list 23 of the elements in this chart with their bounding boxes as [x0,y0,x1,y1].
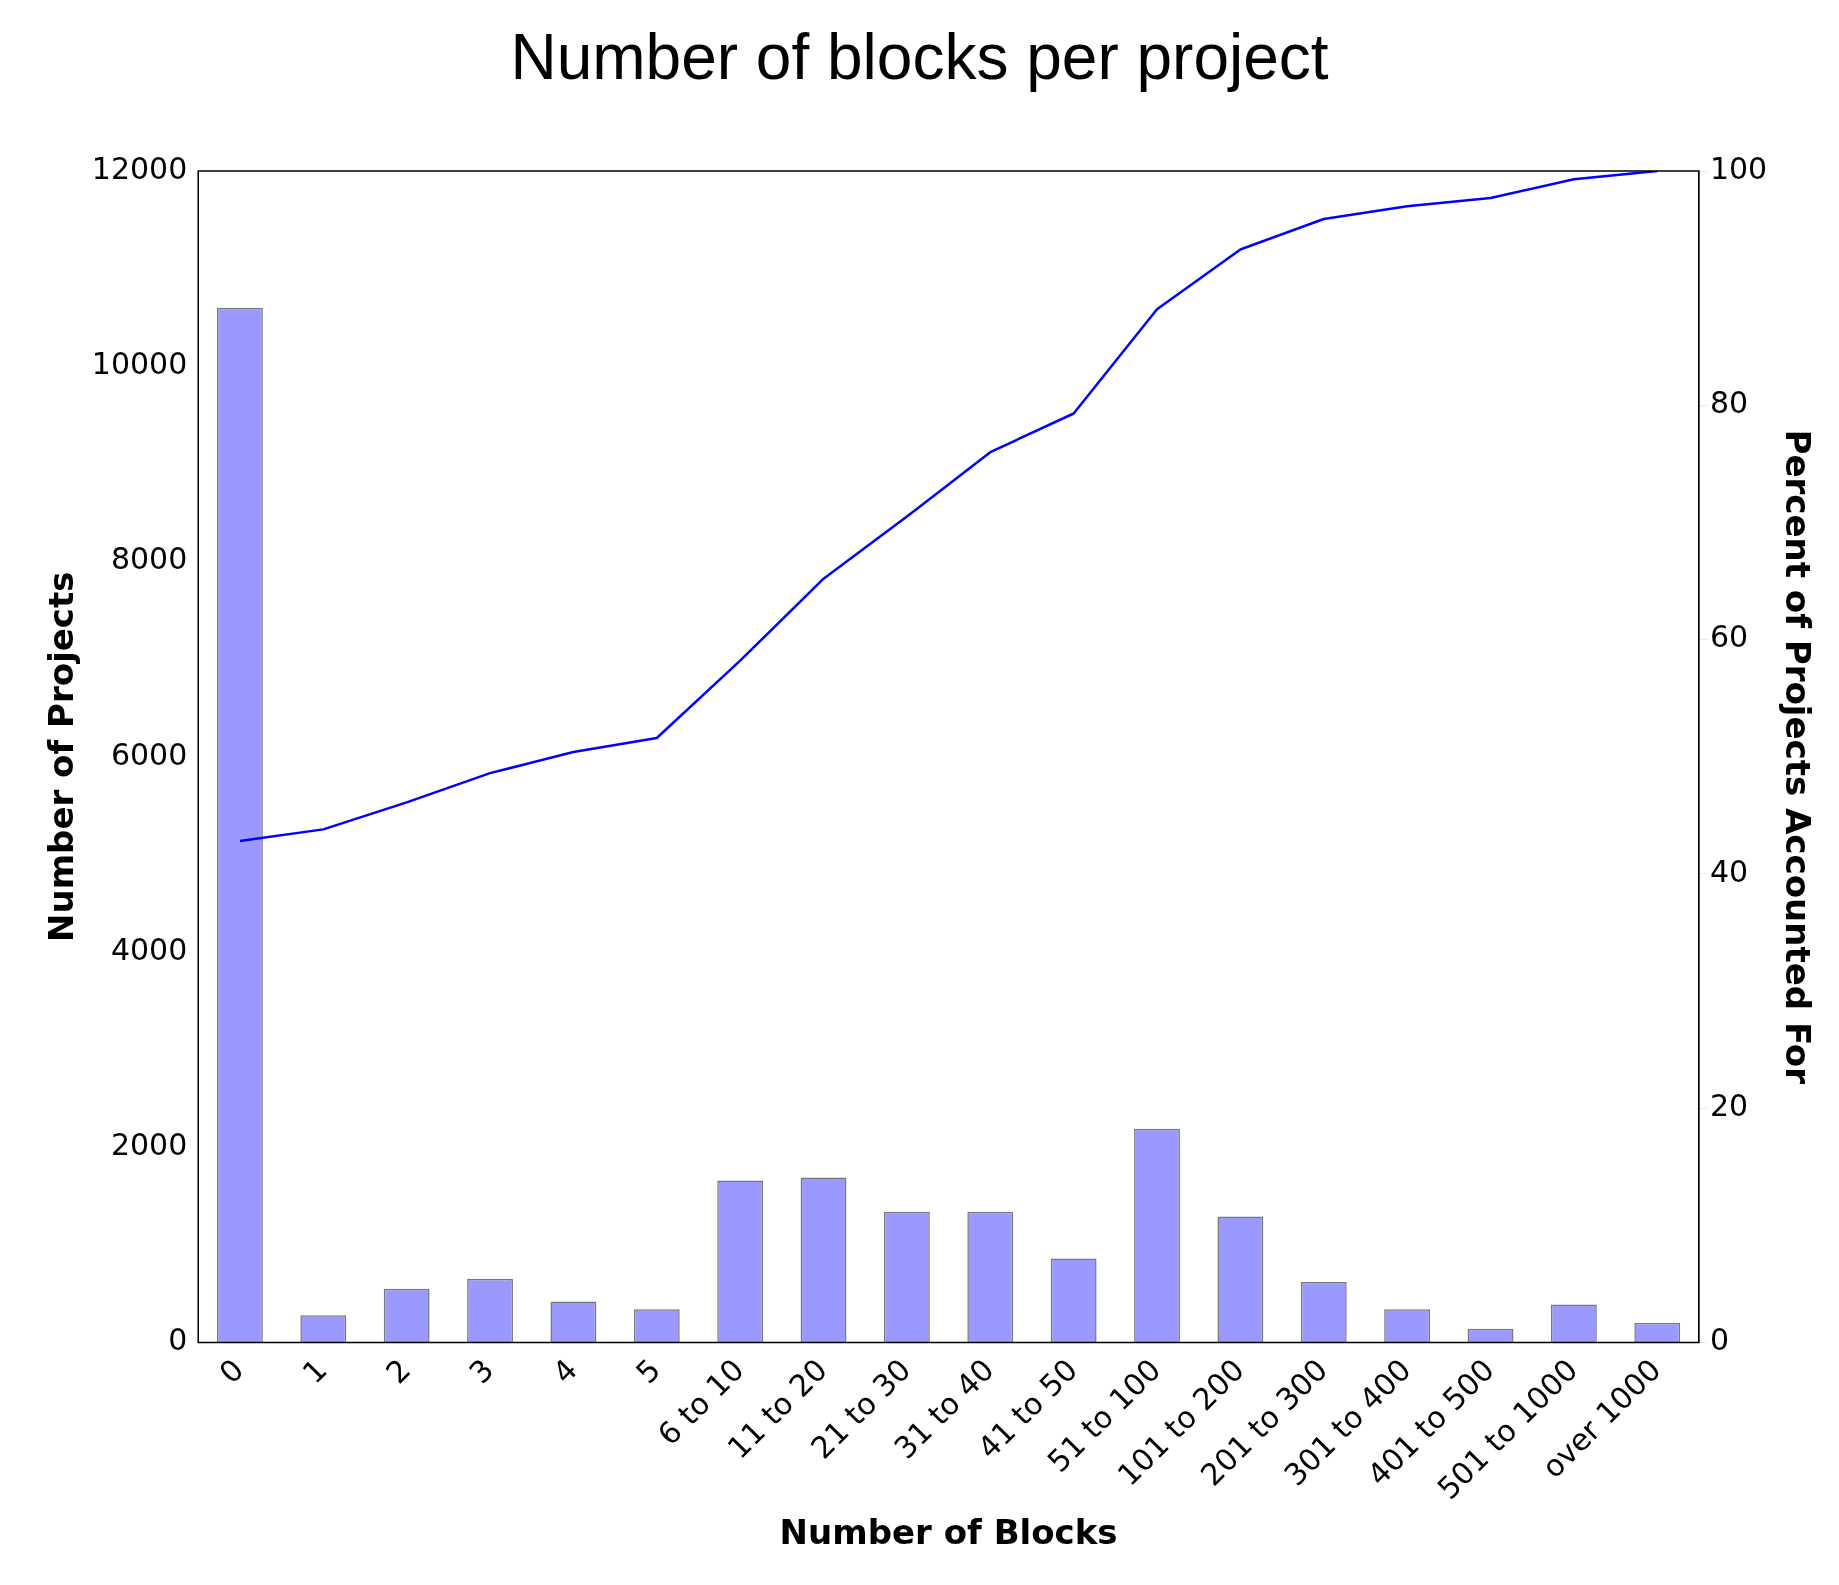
y-axis-title: Number of Projects [41,571,82,942]
y2-tick-label: 20 [1709,1087,1749,1123]
x-tick-label: 3 [462,1351,501,1391]
y2-axis-title: Percent of Projects Accounted For [1777,429,1818,1085]
x-tick-label: 5 [629,1351,668,1391]
y2-tick-label: 80 [1709,385,1749,421]
x-tick-label: 2 [378,1351,418,1391]
y2-tick-label: 0 [1709,1322,1730,1358]
y-tick-label: 0 [168,1322,188,1358]
x-tick-label: 1 [295,1351,334,1391]
y-tick-label: 6000 [110,736,188,772]
y-tick-label: 12000 [91,150,188,186]
y-tick-label: 10000 [91,346,188,382]
y2-tick-label: 40 [1709,853,1749,889]
y-tick-label: 2000 [110,1127,188,1163]
x-axis-title: Number of Blocks [779,1512,1118,1553]
y-tick-label: 4000 [110,931,188,967]
y-tick-label: 8000 [110,541,188,577]
x-tick-label: 0 [212,1351,251,1391]
y2-tick-label: 60 [1709,619,1749,655]
y2-tick-label: 100 [1709,150,1768,186]
x-tick-label: 4 [545,1351,584,1391]
chart-title: Number of blocks per project [509,20,1330,94]
